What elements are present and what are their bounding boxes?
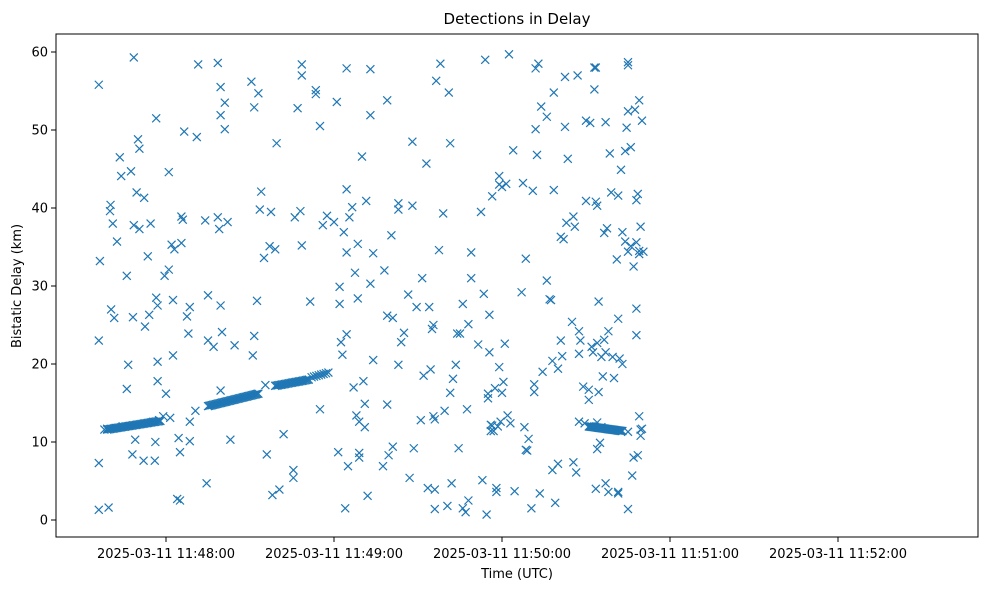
y-tick-label: 10 bbox=[31, 436, 48, 451]
y-tick-label: 60 bbox=[31, 46, 48, 61]
y-tick-label: 40 bbox=[31, 202, 48, 217]
x-axis-label: Time (UTC) bbox=[480, 567, 553, 582]
x-tick-label: 2025-03-11 11:50:00 bbox=[433, 547, 571, 562]
x-tick-label: 2025-03-11 11:52:00 bbox=[769, 547, 907, 562]
y-tick-label: 0 bbox=[40, 514, 48, 529]
y-tick-label: 30 bbox=[31, 280, 48, 295]
x-tick-label: 2025-03-11 11:51:00 bbox=[601, 547, 739, 562]
y-tick-label: 20 bbox=[31, 358, 48, 373]
y-axis-label: Bistatic Delay (km) bbox=[10, 224, 25, 348]
y-tick-label: 50 bbox=[31, 124, 48, 139]
chart-title: Detections in Delay bbox=[444, 10, 591, 28]
x-tick-label: 2025-03-11 11:49:00 bbox=[265, 547, 403, 562]
x-tick-label: 2025-03-11 11:48:00 bbox=[97, 547, 235, 562]
